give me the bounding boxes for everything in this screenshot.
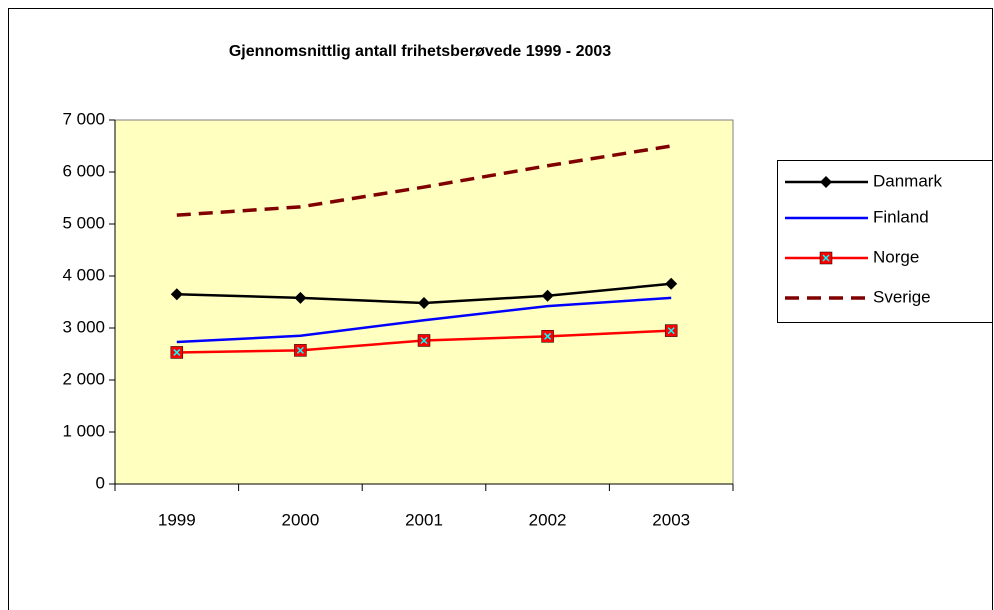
y-tick-label: 0 — [96, 473, 105, 492]
marker-cross — [667, 327, 675, 335]
marker — [541, 289, 554, 302]
legend-label: Danmark — [873, 171, 942, 190]
marker — [418, 297, 430, 310]
x-tick-label: 1999 — [158, 510, 196, 529]
y-tick-label: 4 000 — [62, 265, 105, 284]
legend-label: Finland — [873, 207, 929, 226]
marker-cross — [173, 348, 181, 356]
marker — [294, 291, 307, 304]
chart-title: Gjennomsnittlig antall frihetsberøvede 1… — [229, 43, 611, 60]
series-line — [176, 144, 672, 217]
series-line — [176, 296, 672, 344]
y-tick-label: 3 000 — [62, 317, 105, 336]
x-tick-label: 2001 — [405, 510, 443, 529]
x-tick-label: 2003 — [652, 510, 690, 529]
legend-box — [777, 160, 993, 323]
marker-cross — [822, 254, 830, 262]
legend-label: Sverige — [873, 287, 931, 306]
marker — [665, 277, 678, 290]
y-tick-label: 5 000 — [62, 213, 105, 232]
y-tick-label: 1 000 — [62, 421, 105, 440]
legend-label: Norge — [873, 247, 919, 266]
marker-cross — [420, 336, 428, 345]
marker — [170, 288, 183, 301]
x-tick-label: 2002 — [529, 510, 567, 529]
y-tick-label: 6 000 — [62, 161, 105, 180]
marker-cross — [296, 346, 304, 354]
y-tick-label: 2 000 — [62, 369, 105, 388]
marker — [820, 176, 832, 188]
x-tick-label: 2000 — [281, 510, 319, 529]
y-tick-label: 7 000 — [62, 109, 105, 128]
marker-cross — [544, 332, 552, 340]
